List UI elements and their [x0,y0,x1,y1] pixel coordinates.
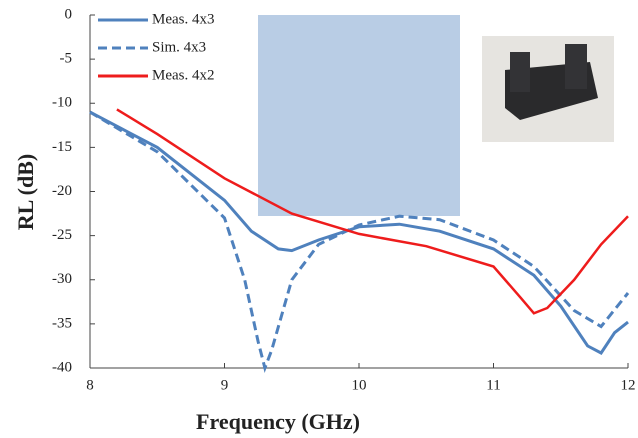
y-tick-label: -20 [52,183,72,199]
y-tick-label: -10 [52,95,72,111]
y-tick-label: -5 [60,51,73,67]
x-tick-label: 9 [221,377,229,393]
y-axis-title: RL (dB) [13,154,38,230]
y-tick-label: -30 [52,271,72,287]
x-tick-label: 8 [86,377,94,393]
inset-photo [482,36,614,142]
y-tick-label: -35 [52,315,72,331]
y-tick-label: -15 [52,139,72,155]
highlight-region [258,15,460,216]
y-tick-label: -25 [52,227,72,243]
series-line [89,110,630,373]
x-tick-label: 10 [352,377,367,393]
y-tick-label: 0 [65,6,73,22]
series-line [116,108,629,315]
legend-label: Sim. 4x3 [152,39,206,55]
legend-label: Meas. 4x2 [152,67,215,83]
x-axis-title: Frequency (GHz) [196,409,360,434]
photo-block [565,44,587,89]
series-line [89,110,629,355]
y-tick-label: -40 [52,359,72,375]
legend-label: Meas. 4x3 [152,11,215,27]
photo-block [510,52,530,92]
x-tick-label: 11 [486,377,500,393]
x-tick-label: 12 [621,377,636,393]
